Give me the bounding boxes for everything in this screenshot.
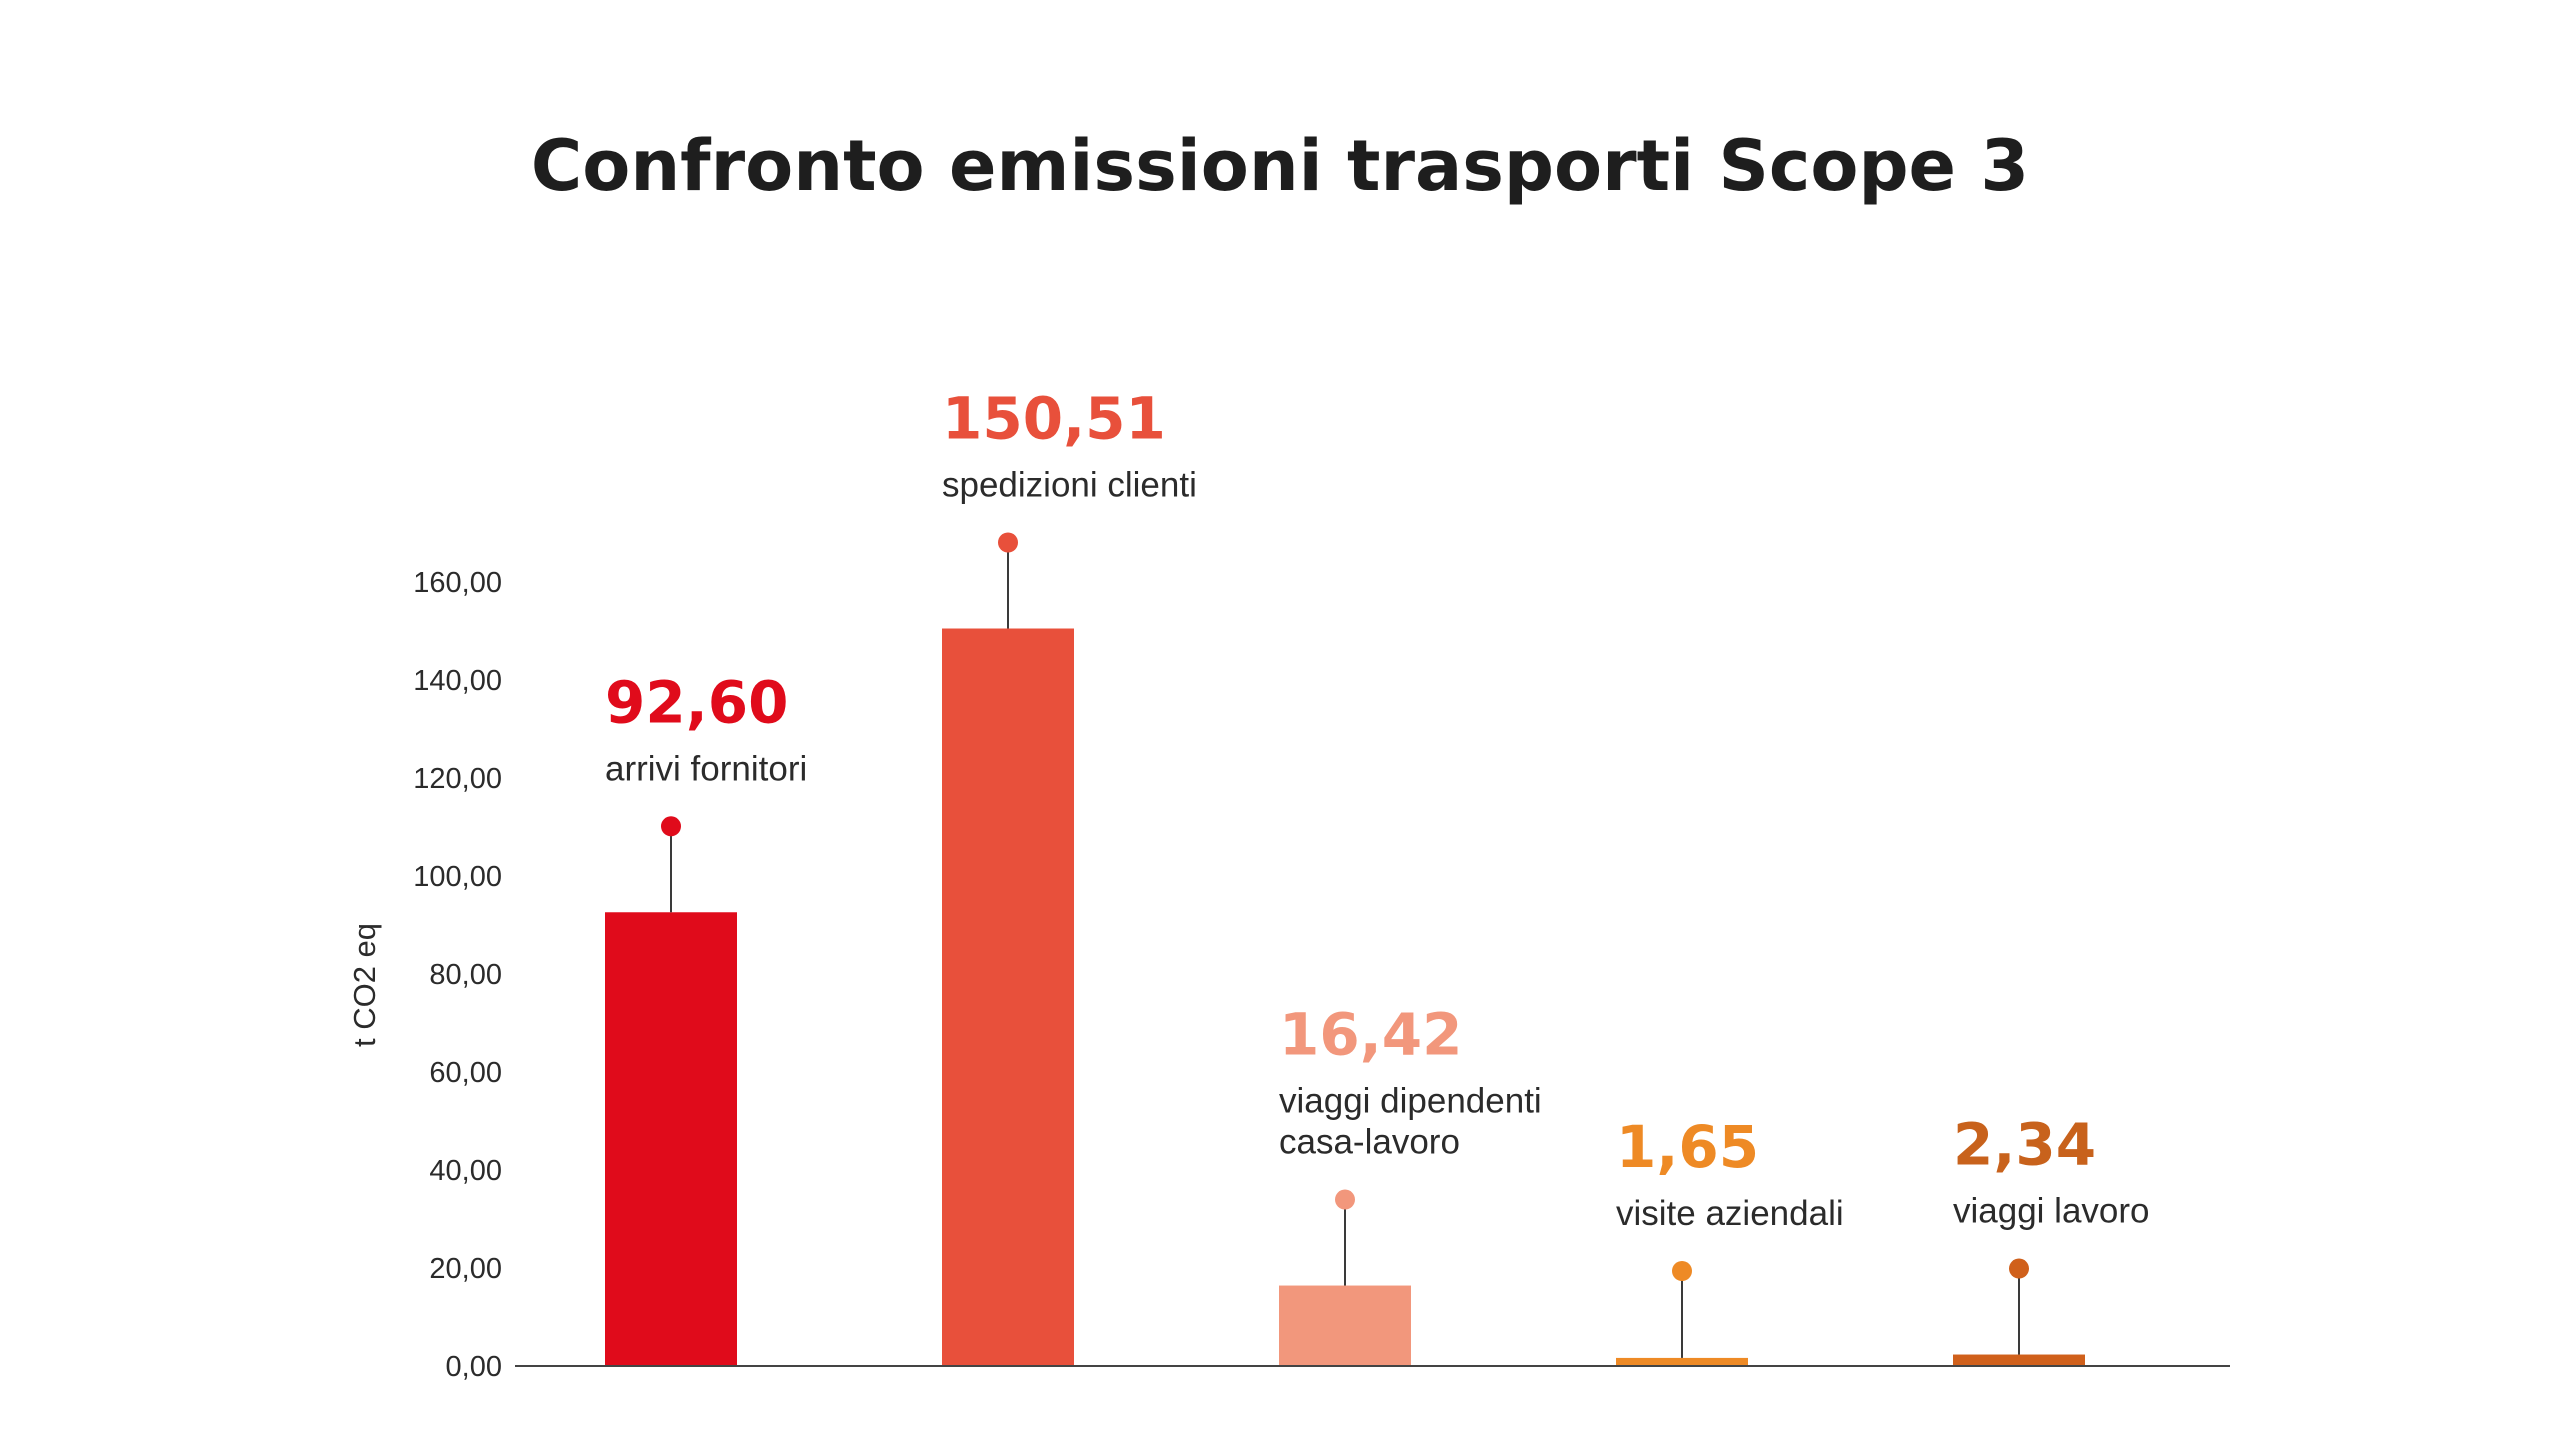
y-tick-label: 120,00 — [413, 763, 502, 795]
bar — [1953, 1354, 2085, 1366]
bar — [605, 912, 737, 1366]
bar-group: visite aziendali 1,65 — [1616, 1113, 1844, 1366]
y-tick-label: 100,00 — [413, 861, 502, 893]
bar-marker-dot — [1672, 1261, 1692, 1281]
category-label: viaggi lavoro — [1953, 1192, 2150, 1231]
value-label: 150,51 — [942, 385, 1166, 453]
value-label: 92,60 — [605, 668, 788, 736]
y-tick-label: 60,00 — [429, 1057, 502, 1089]
bar — [1279, 1285, 1411, 1366]
bar-marker-dot — [1335, 1189, 1355, 1210]
value-label: 16,42 — [1279, 1001, 1462, 1069]
y-axis-label: t CO2 eq — [347, 923, 382, 1047]
category-label: spedizioni clienti — [942, 466, 1197, 505]
category-label: visite aziendali — [1616, 1194, 1844, 1233]
bar-group: spedizioni clienti 150,51 — [942, 385, 1197, 1366]
y-tick-label: 140,00 — [413, 665, 502, 697]
value-label: 2,34 — [1953, 1111, 2096, 1179]
category-label: viaggi dipendenti — [1279, 1082, 1542, 1121]
y-tick-label: 20,00 — [429, 1253, 502, 1285]
y-tick-label: 0,00 — [446, 1351, 502, 1383]
chart-title: Confronto emissioni trasporti Scope 3 — [531, 125, 2029, 207]
bar-group: viaggi lavoro 2,34 — [1953, 1111, 2150, 1366]
bars-group: arrivi fornitori 92,60 spedizioni clienti 1… — [605, 385, 2150, 1366]
y-tick-label: 40,00 — [429, 1155, 502, 1187]
bar-marker-dot — [2009, 1258, 2029, 1279]
bar-group: arrivi fornitori 92,60 — [605, 668, 807, 1366]
value-label: 1,65 — [1616, 1113, 1759, 1181]
category-label: arrivi fornitori — [605, 749, 807, 788]
category-label: casa-lavoro — [1279, 1123, 1460, 1162]
bar — [1616, 1357, 1748, 1366]
y-tick-label: 80,00 — [429, 959, 502, 991]
bar-marker-dot — [661, 816, 681, 837]
y-axis-ticks: 0,00 20,00 40,00 60,00 80,00 100,00 120,00 140,… — [413, 567, 502, 1383]
y-tick-label: 160,00 — [413, 567, 502, 599]
bar-marker-dot — [998, 532, 1018, 553]
bar — [942, 628, 1074, 1366]
